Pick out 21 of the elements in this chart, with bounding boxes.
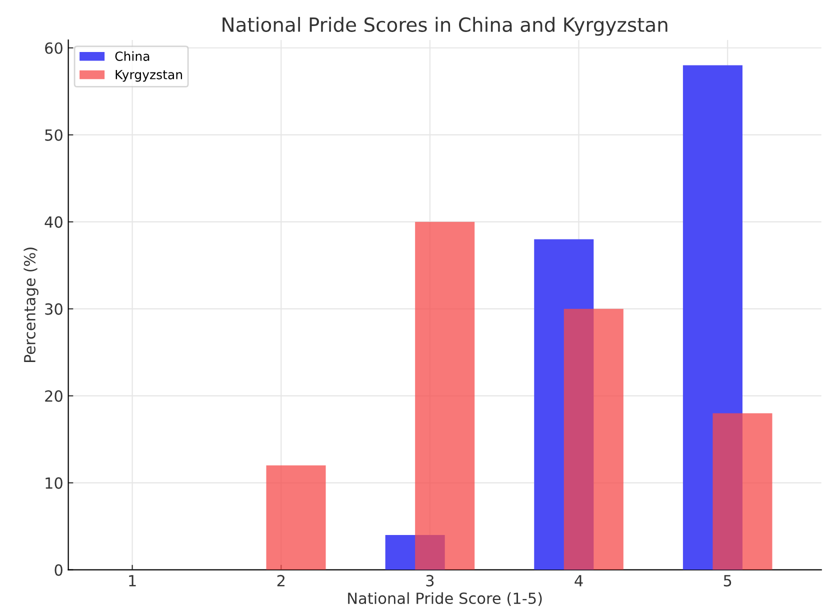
x-tick-label: 3	[426, 574, 434, 586]
bar	[415, 222, 475, 570]
y-tick-label: 50	[45, 129, 62, 141]
x-tick-label: 1	[129, 575, 136, 586]
x-tick-label: 4	[574, 575, 583, 586]
chart-title: National Pride Scores in China and Kyrgyzstan	[222, 16, 668, 36]
bar	[266, 465, 326, 570]
y-tick-label: 40	[44, 216, 62, 228]
legend-label: Kyrgyzstan	[116, 70, 182, 82]
y-tick-label: 30	[45, 303, 62, 315]
y-tick-label: 60	[45, 42, 62, 54]
bar	[564, 308, 624, 570]
x-tick-label: 5	[724, 575, 732, 586]
legend-label: China	[115, 51, 150, 61]
bar	[712, 413, 772, 570]
y-tick-label: 0	[54, 564, 62, 576]
y-axis-title: Percentage (%)	[24, 248, 38, 362]
x-axis-title: National Pride Score (1-5)	[348, 592, 542, 606]
y-tick-label: 10	[46, 477, 62, 489]
y-tick-label: 20	[45, 390, 62, 402]
x-tick-label: 2	[277, 574, 284, 586]
